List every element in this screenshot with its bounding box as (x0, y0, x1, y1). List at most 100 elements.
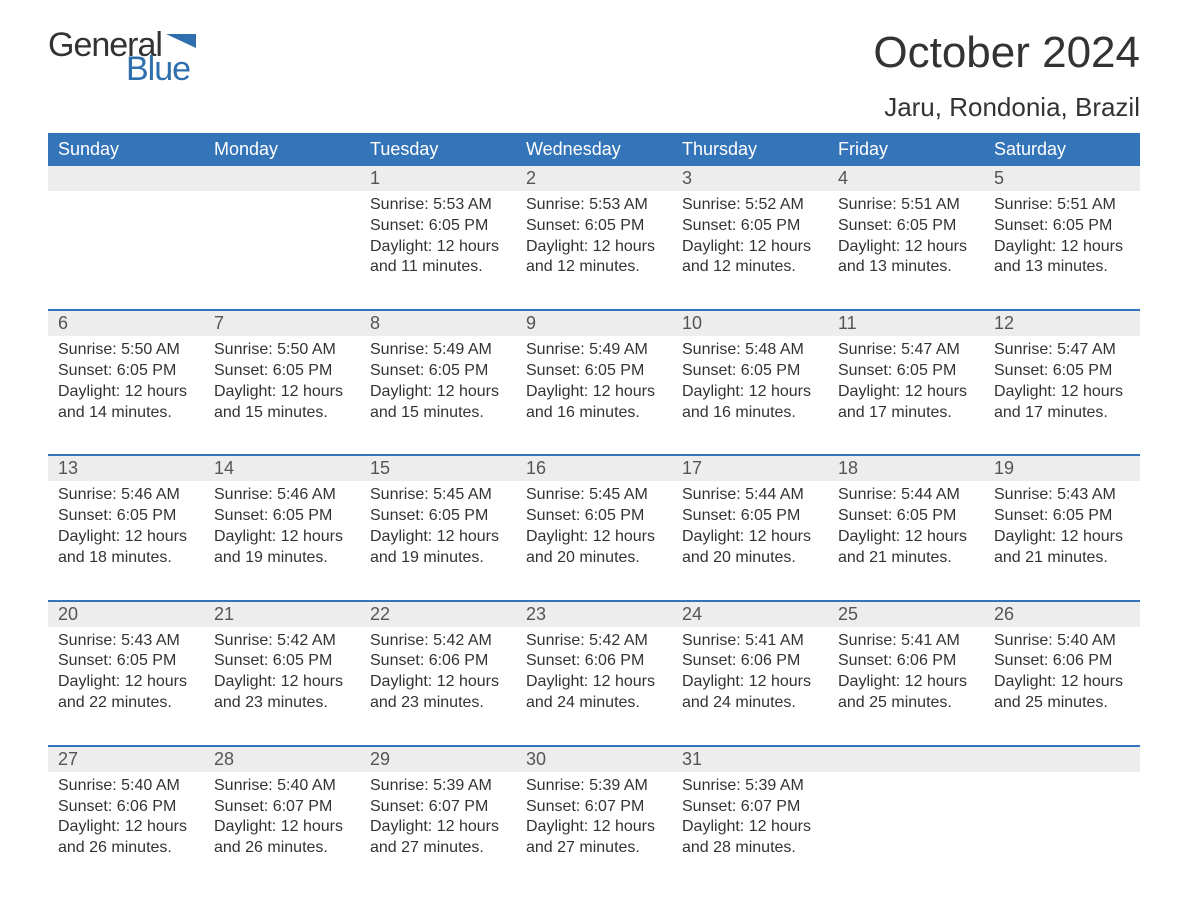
day-details: Sunrise: 5:47 AMSunset: 6:05 PMDaylight:… (984, 336, 1140, 437)
day-details: Sunrise: 5:46 AMSunset: 6:05 PMDaylight:… (48, 481, 204, 582)
daynum-cell: 4 (828, 166, 984, 191)
day-number: 16 (526, 458, 546, 478)
calendar-table: Sunday Monday Tuesday Wednesday Thursday… (48, 133, 1140, 873)
daynum-cell: 6 (48, 310, 204, 336)
day-number: 19 (994, 458, 1014, 478)
details-cell: Sunrise: 5:53 AMSunset: 6:05 PMDaylight:… (360, 191, 516, 292)
day-details: Sunrise: 5:44 AMSunset: 6:05 PMDaylight:… (672, 481, 828, 582)
day-number: 20 (58, 604, 78, 624)
details-cell (984, 772, 1140, 873)
details-cell: Sunrise: 5:48 AMSunset: 6:05 PMDaylight:… (672, 336, 828, 437)
day-number: 22 (370, 604, 390, 624)
day-number: 6 (58, 313, 68, 333)
daynum-cell: 30 (516, 746, 672, 772)
day-number: 11 (838, 313, 857, 333)
day-number: 9 (526, 313, 536, 333)
day-details: Sunrise: 5:50 AMSunset: 6:05 PMDaylight:… (48, 336, 204, 437)
details-cell (204, 191, 360, 292)
details-row: Sunrise: 5:40 AMSunset: 6:06 PMDaylight:… (48, 772, 1140, 873)
day-details: Sunrise: 5:41 AMSunset: 6:06 PMDaylight:… (828, 627, 984, 728)
daynum-cell: 9 (516, 310, 672, 336)
day-number: 25 (838, 604, 858, 624)
daynum-cell: 2 (516, 166, 672, 191)
details-cell: Sunrise: 5:43 AMSunset: 6:05 PMDaylight:… (984, 481, 1140, 582)
daynum-cell: 5 (984, 166, 1140, 191)
details-cell (48, 191, 204, 292)
day-number: 13 (58, 458, 78, 478)
details-cell: Sunrise: 5:46 AMSunset: 6:05 PMDaylight:… (204, 481, 360, 582)
daynum-cell: 27 (48, 746, 204, 772)
day-number: 10 (682, 313, 702, 333)
day-number: 1 (370, 168, 380, 188)
day-number: 28 (214, 749, 234, 769)
details-cell: Sunrise: 5:43 AMSunset: 6:05 PMDaylight:… (48, 627, 204, 728)
logo-blue-text: Blue (126, 52, 196, 86)
day-details: Sunrise: 5:42 AMSunset: 6:05 PMDaylight:… (204, 627, 360, 728)
daynum-cell (984, 746, 1140, 772)
daynum-cell: 21 (204, 601, 360, 627)
day-details: Sunrise: 5:53 AMSunset: 6:05 PMDaylight:… (360, 191, 516, 292)
details-row: Sunrise: 5:53 AMSunset: 6:05 PMDaylight:… (48, 191, 1140, 292)
details-cell (828, 772, 984, 873)
details-cell: Sunrise: 5:44 AMSunset: 6:05 PMDaylight:… (672, 481, 828, 582)
day-number: 23 (526, 604, 546, 624)
daynum-cell: 31 (672, 746, 828, 772)
day-details: Sunrise: 5:40 AMSunset: 6:06 PMDaylight:… (48, 772, 204, 873)
weekday-header: Saturday (984, 133, 1140, 166)
details-cell: Sunrise: 5:53 AMSunset: 6:05 PMDaylight:… (516, 191, 672, 292)
spacer-row (48, 437, 1140, 455)
details-cell: Sunrise: 5:39 AMSunset: 6:07 PMDaylight:… (672, 772, 828, 873)
daynum-cell: 24 (672, 601, 828, 627)
details-cell: Sunrise: 5:41 AMSunset: 6:06 PMDaylight:… (672, 627, 828, 728)
details-cell: Sunrise: 5:42 AMSunset: 6:06 PMDaylight:… (360, 627, 516, 728)
details-cell: Sunrise: 5:41 AMSunset: 6:06 PMDaylight:… (828, 627, 984, 728)
day-details: Sunrise: 5:44 AMSunset: 6:05 PMDaylight:… (828, 481, 984, 582)
daynum-row: 6789101112 (48, 310, 1140, 336)
location: Jaru, Rondonia, Brazil (873, 92, 1140, 123)
day-details: Sunrise: 5:50 AMSunset: 6:05 PMDaylight:… (204, 336, 360, 437)
title-area: October 2024 Jaru, Rondonia, Brazil (873, 28, 1140, 123)
daynum-cell: 3 (672, 166, 828, 191)
details-cell: Sunrise: 5:50 AMSunset: 6:05 PMDaylight:… (48, 336, 204, 437)
details-cell: Sunrise: 5:50 AMSunset: 6:05 PMDaylight:… (204, 336, 360, 437)
daynum-cell: 7 (204, 310, 360, 336)
weekday-header: Wednesday (516, 133, 672, 166)
weekday-header: Sunday (48, 133, 204, 166)
logo: General Blue (48, 28, 196, 86)
day-details: Sunrise: 5:45 AMSunset: 6:05 PMDaylight:… (516, 481, 672, 582)
weekday-header: Friday (828, 133, 984, 166)
details-row: Sunrise: 5:50 AMSunset: 6:05 PMDaylight:… (48, 336, 1140, 437)
daynum-cell: 28 (204, 746, 360, 772)
day-details: Sunrise: 5:47 AMSunset: 6:05 PMDaylight:… (828, 336, 984, 437)
weekday-header: Thursday (672, 133, 828, 166)
day-details: Sunrise: 5:51 AMSunset: 6:05 PMDaylight:… (984, 191, 1140, 292)
day-number: 14 (214, 458, 234, 478)
details-cell: Sunrise: 5:40 AMSunset: 6:06 PMDaylight:… (48, 772, 204, 873)
daynum-cell (48, 166, 204, 191)
day-details: Sunrise: 5:49 AMSunset: 6:05 PMDaylight:… (516, 336, 672, 437)
daynum-row: 1 234 5 (48, 166, 1140, 191)
details-cell: Sunrise: 5:51 AMSunset: 6:05 PMDaylight:… (984, 191, 1140, 292)
daynum-cell: 14 (204, 455, 360, 481)
details-cell: Sunrise: 5:49 AMSunset: 6:05 PMDaylight:… (516, 336, 672, 437)
weekday-header: Tuesday (360, 133, 516, 166)
day-number: 27 (58, 749, 78, 769)
day-number: 4 (838, 168, 848, 188)
day-details: Sunrise: 5:39 AMSunset: 6:07 PMDaylight:… (360, 772, 516, 873)
weekday-header-row: Sunday Monday Tuesday Wednesday Thursday… (48, 133, 1140, 166)
daynum-row: 13141516171819 (48, 455, 1140, 481)
daynum-cell: 13 (48, 455, 204, 481)
spacer-row (48, 583, 1140, 601)
daynum-cell: 19 (984, 455, 1140, 481)
day-number: 24 (682, 604, 702, 624)
daynum-cell: 10 (672, 310, 828, 336)
daynum-row: 20212223242526 (48, 601, 1140, 627)
daynum-cell: 22 (360, 601, 516, 627)
day-details: Sunrise: 5:51 AMSunset: 6:05 PMDaylight:… (828, 191, 984, 292)
day-number: 5 (994, 168, 1004, 188)
day-details: Sunrise: 5:43 AMSunset: 6:05 PMDaylight:… (48, 627, 204, 728)
spacer-row (48, 728, 1140, 746)
day-number: 17 (682, 458, 702, 478)
day-details: Sunrise: 5:45 AMSunset: 6:05 PMDaylight:… (360, 481, 516, 582)
details-row: Sunrise: 5:46 AMSunset: 6:05 PMDaylight:… (48, 481, 1140, 582)
